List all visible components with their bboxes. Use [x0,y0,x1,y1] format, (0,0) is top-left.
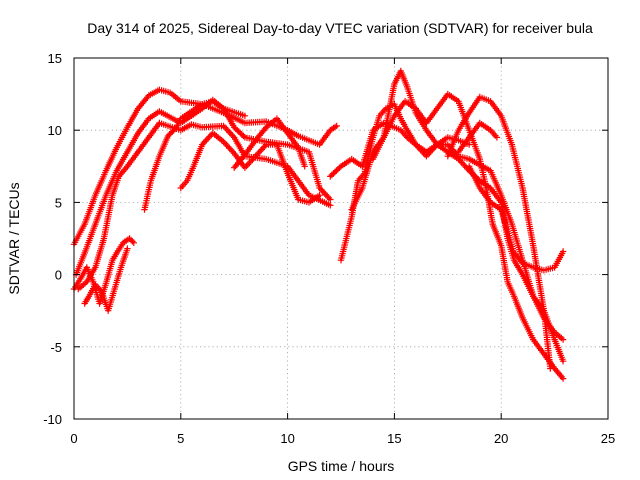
x-tick-label: 20 [494,431,508,446]
plus-marker [234,127,241,134]
plus-marker [129,238,136,245]
series-track-15 [455,119,501,156]
y-tick-label: 5 [55,195,62,210]
plus-marker [170,127,177,134]
plus-marker [333,122,340,130]
plus-marker [235,128,242,135]
x-tick-label: 15 [387,431,401,446]
axis-ticks: 0 5 10 15 20 25 -10 -5 0 5 10 15 [43,51,615,446]
plus-marker [171,125,179,132]
x-tick-label: 5 [177,431,184,446]
y-tick-label: 10 [48,123,62,138]
grid-lines [74,58,608,419]
series-track-4 [70,235,137,307]
plus-marker [127,236,135,244]
series-track-3 [75,119,334,293]
series-track-12 [369,90,567,382]
series-track-2 [72,96,334,278]
plus-marker [327,202,334,209]
x-axis-label: GPS time / hours [288,458,395,474]
plus-marker [330,170,337,177]
x-tick-label: 25 [601,431,615,446]
chart-title: Day 314 of 2025, Sidereal Day-to-day VTE… [87,20,593,36]
plus-marker [333,167,340,174]
plus-marker [169,128,176,135]
y-tick-label: -5 [50,340,62,355]
plus-marker [241,112,249,119]
plus-marker [331,168,339,176]
plus-marker [316,192,323,199]
plus-marker [327,196,334,203]
plus-marker [166,131,173,138]
plus-marker [559,248,567,255]
plus-marker [327,173,334,180]
series-track-14 [466,163,567,274]
series-track-10 [327,119,567,343]
y-tick-label: 15 [48,51,62,66]
plus-marker [126,235,133,242]
series-track-7 [177,129,323,206]
y-tick-label: 0 [55,268,62,283]
y-tick-label: -10 [43,412,62,427]
y-axis-label: SDTVAR / TECUs [6,182,22,294]
plot-frame [73,57,609,420]
plus-marker [301,163,308,170]
x-tick-label: 10 [280,431,294,446]
plus-marker [547,365,554,372]
series-track-8 [231,115,308,171]
x-tick-label: 0 [70,431,77,446]
plus-marker [124,245,131,252]
plus-marker [237,129,244,137]
plus-marker [336,164,343,171]
plus-marker [559,375,567,382]
plus-marker [559,358,567,365]
plus-marker [130,239,137,246]
series-track-5 [81,245,131,314]
plus-marker [167,129,174,137]
plus-marker [231,124,238,131]
series-track-6 [141,98,249,213]
series-track-1 [70,86,340,248]
plus-marker [559,336,567,343]
series-track-11 [348,67,567,365]
plus-marker [240,132,247,140]
plus-marker [164,132,172,140]
plus-marker [493,134,501,141]
data-series [70,67,567,382]
